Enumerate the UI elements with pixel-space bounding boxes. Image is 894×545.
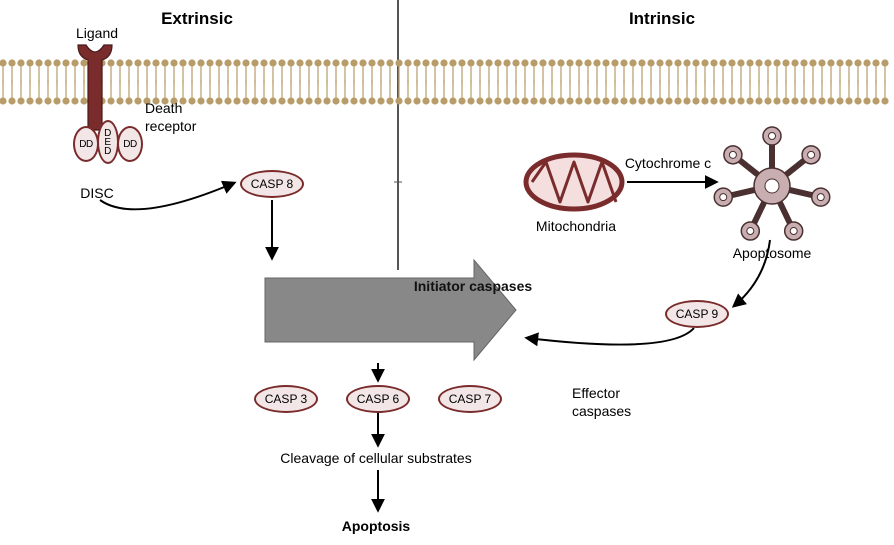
- label-effector-caspases: Effector caspases: [572, 385, 631, 420]
- dd-domain-right: DD: [117, 126, 143, 162]
- pathway-figure: { "canvas": { "w": 894, "h": 545, "backg…: [0, 0, 894, 545]
- label-death-receptor: Death receptor: [145, 100, 196, 135]
- lipid-bilayer: [0, 59, 889, 104]
- label-initiator-caspases: Initiator caspases: [414, 278, 532, 296]
- casp8-oval: CASP 8: [240, 170, 304, 198]
- label-apoptosome: Apoptosome: [733, 245, 812, 263]
- apoptosome-icon: [714, 127, 829, 240]
- ded-domain: DED: [97, 120, 119, 164]
- casp3-oval: CASP 3: [254, 385, 318, 413]
- label-substrates: Cleavage of cellular substrates: [280, 450, 471, 468]
- disc-to-casp8: [100, 183, 234, 209]
- casp9-oval: CASP 9: [665, 300, 729, 328]
- panel-divider: [394, 0, 402, 270]
- death-receptor: [78, 45, 112, 130]
- title-extrinsic: Extrinsic: [161, 8, 233, 29]
- casp6-oval: CASP 6: [346, 385, 410, 413]
- label-apoptosis: Apoptosis: [342, 518, 410, 536]
- dd-domain-left: DD: [73, 126, 99, 162]
- label-ligand: Ligand: [76, 25, 118, 43]
- label-disc: DISC: [80, 185, 113, 203]
- casp9-to-bigarrow: [527, 328, 694, 345]
- initiator-caspases-arrow: [265, 260, 516, 360]
- title-intrinsic: Intrinsic: [629, 8, 695, 29]
- mitochondrion-icon: [526, 155, 622, 209]
- casp7-oval: CASP 7: [438, 385, 502, 413]
- label-mitochondria: Mitochondria: [536, 218, 616, 236]
- label-cytochrome-c: Cytochrome c: [625, 155, 711, 173]
